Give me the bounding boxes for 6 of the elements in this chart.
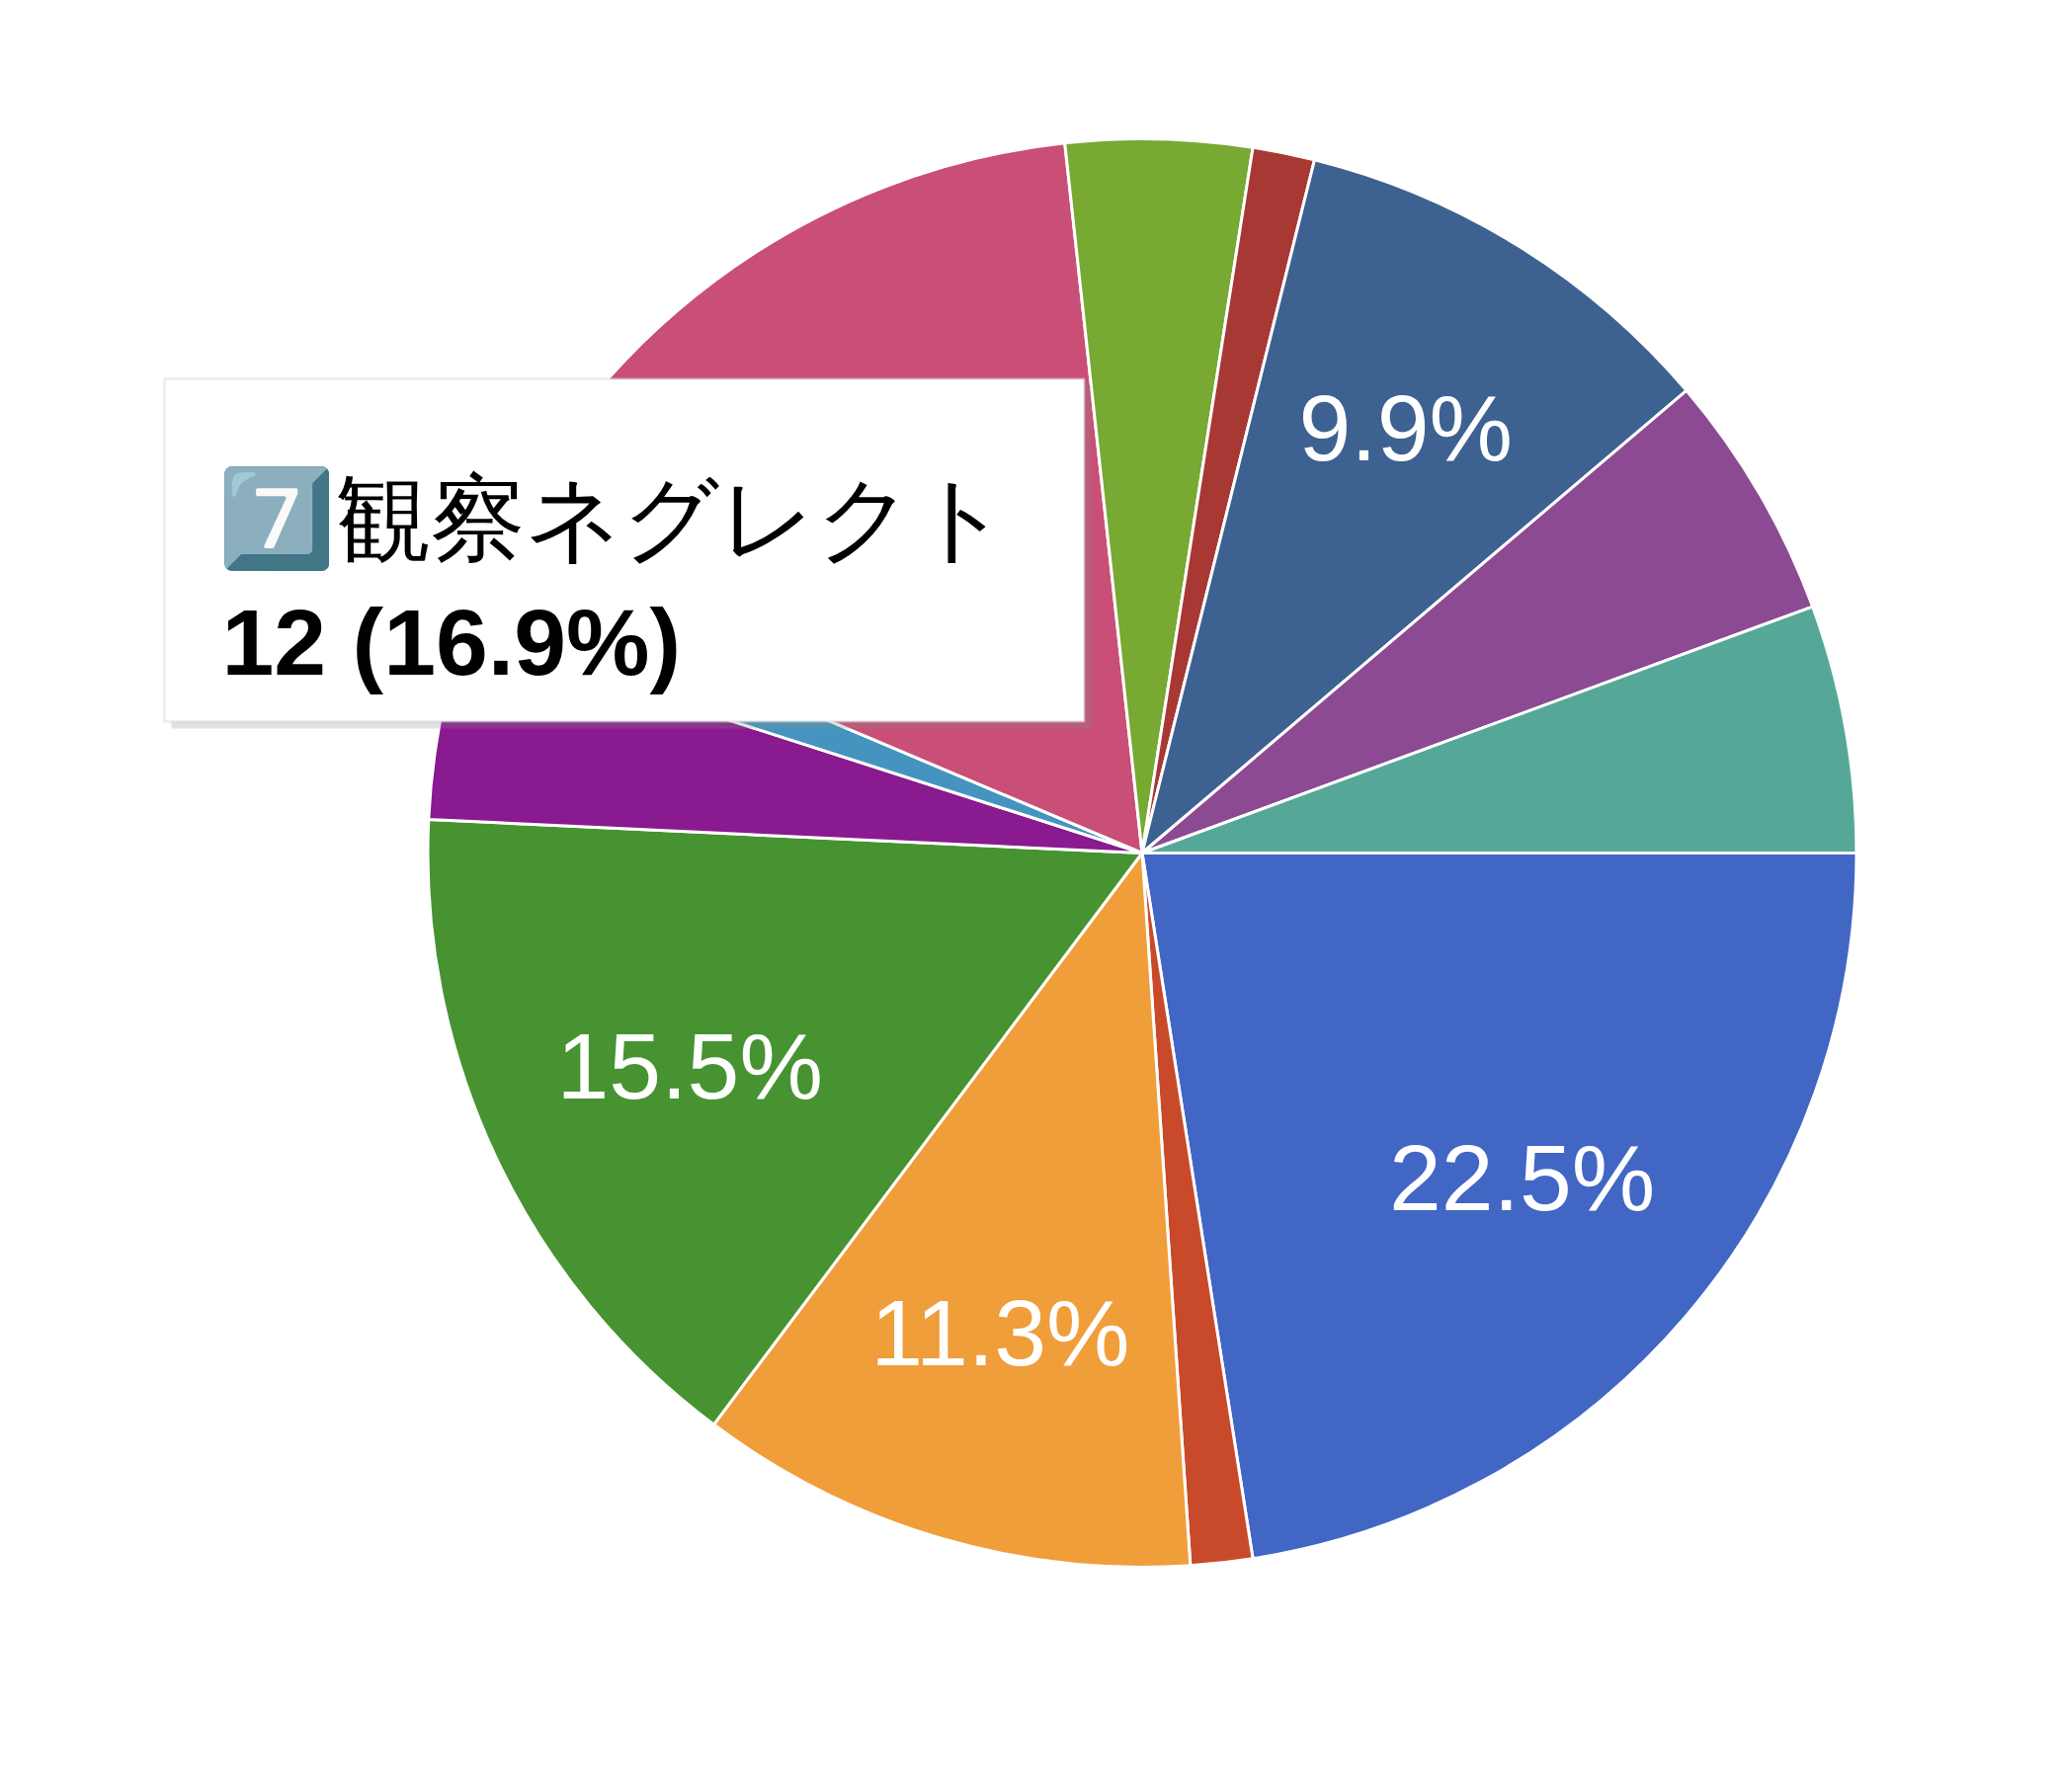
data-label: 9.9% [1298,375,1513,481]
text: 12 (16.9%) [221,589,682,694]
slice-label: 7⃣観察ネグレクト [216,465,1010,572]
data-label: 11.3% [870,1279,1130,1385]
data-label: 15.5% [556,1014,823,1119]
data-label: 22.5% [1388,1125,1656,1231]
